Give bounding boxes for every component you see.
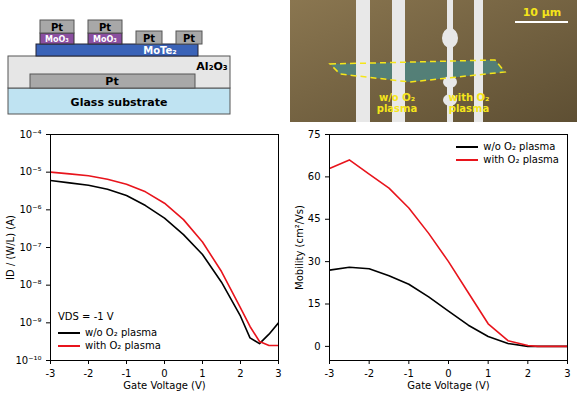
html-text:with O₂ plasma: with O₂ plasma (448, 92, 490, 114)
svg-text:-2: -2 (84, 368, 94, 379)
svg-text:Pt: Pt (105, 75, 118, 88)
svg-text:3: 3 (564, 368, 570, 379)
svg-text:ID / (W/L) (A): ID / (W/L) (A) (5, 215, 16, 280)
svg-text:Gate Voltage (V): Gate Voltage (V) (123, 380, 206, 391)
svg-text:Pt: Pt (143, 33, 155, 44)
svg-text:10 µm: 10 µm (523, 6, 562, 19)
svg-text:MoO₃: MoO₃ (45, 35, 69, 44)
html-text:w/o O₂ plasma: w/o O₂ plasma (483, 141, 556, 152)
svg-text:Al₂O₃: Al₂O₃ (196, 60, 227, 73)
svg-text:1: 1 (485, 368, 491, 379)
svg-text:10⁻¹⁰: 10⁻¹⁰ (15, 355, 41, 366)
svg-text:Gate Voltage (V): Gate Voltage (V) (407, 380, 490, 391)
svg-text:10⁻⁵: 10⁻⁵ (19, 166, 41, 177)
html-text:w/o O₂ plasma: w/o O₂ plasma (376, 92, 418, 114)
svg-text:Mobility (cm²/Vs): Mobility (cm²/Vs) (294, 205, 305, 290)
svg-text:10⁻⁴: 10⁻⁴ (19, 129, 41, 140)
svg-text:-1: -1 (404, 368, 414, 379)
svg-text:0: 0 (314, 341, 320, 352)
svg-text:10⁻⁹: 10⁻⁹ (19, 317, 41, 328)
svg-text:60: 60 (308, 171, 321, 182)
svg-text:3: 3 (275, 368, 281, 379)
svg-text:2: 2 (237, 368, 243, 379)
svg-text:MoO₃: MoO₃ (93, 35, 117, 44)
html-text:with O₂ plasma: with O₂ plasma (85, 340, 161, 351)
svg-text:45: 45 (308, 213, 321, 224)
svg-text:0: 0 (161, 368, 167, 379)
svg-text:Pt: Pt (51, 22, 63, 33)
svg-text:Pt: Pt (183, 33, 195, 44)
html-text:w/o O₂ plasma: w/o O₂ plasma (85, 327, 158, 338)
svg-text:Pt: Pt (99, 22, 111, 33)
svg-text:-3: -3 (325, 368, 335, 379)
html-text:with O₂ plasma: with O₂ plasma (483, 154, 559, 165)
svg-text:75: 75 (308, 129, 321, 140)
svg-text:-2: -2 (364, 368, 374, 379)
svg-text:Glass substrate: Glass substrate (71, 96, 168, 109)
svg-text:30: 30 (308, 256, 321, 267)
svg-text:10⁻⁷: 10⁻⁷ (19, 242, 41, 253)
svg-text:-1: -1 (122, 368, 132, 379)
svg-text:MoTe₂: MoTe₂ (143, 45, 176, 56)
svg-text:10⁻⁶: 10⁻⁶ (19, 204, 41, 215)
html-text:VDS = -1 V: VDS = -1 V (58, 311, 114, 322)
svg-text:1: 1 (199, 368, 205, 379)
svg-text:2: 2 (525, 368, 531, 379)
svg-text:15: 15 (308, 298, 321, 309)
svg-text:10⁻⁸: 10⁻⁸ (19, 279, 41, 290)
svg-text:0: 0 (445, 368, 451, 379)
svg-text:-3: -3 (46, 368, 56, 379)
